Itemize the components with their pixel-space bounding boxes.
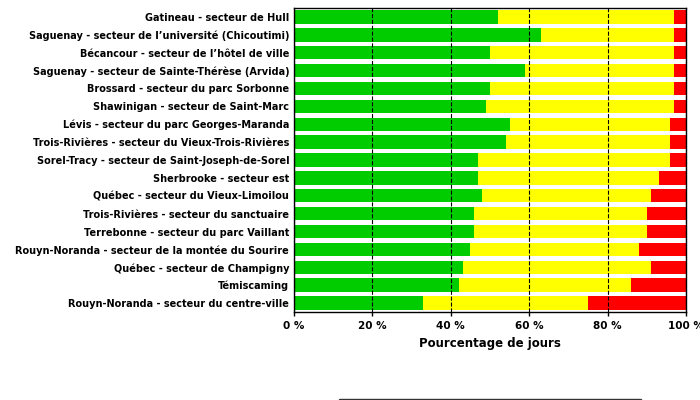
Bar (294, 100, 486, 113)
Bar (674, 28, 686, 42)
Bar (294, 207, 475, 220)
Bar (475, 207, 647, 220)
Bar (294, 153, 478, 167)
Bar (294, 10, 498, 24)
Bar (525, 64, 674, 77)
Bar (458, 278, 631, 292)
Bar (294, 278, 458, 292)
Bar (294, 260, 463, 274)
Bar (671, 136, 686, 149)
Bar (588, 296, 686, 310)
Bar (505, 136, 671, 149)
Bar (541, 28, 674, 42)
Bar (674, 100, 686, 113)
Bar (647, 207, 686, 220)
Bar (490, 46, 674, 60)
Bar (482, 189, 651, 202)
Bar (674, 64, 686, 77)
Bar (294, 296, 424, 310)
Bar (478, 171, 659, 184)
Bar (294, 46, 490, 60)
Bar (294, 243, 470, 256)
Legend: Bon, Acceptable, Mauvais: Bon, Acceptable, Mauvais (337, 399, 643, 400)
Bar (510, 118, 671, 131)
Bar (478, 153, 671, 167)
Bar (674, 82, 686, 95)
Bar (659, 171, 686, 184)
Bar (651, 260, 686, 274)
Bar (674, 46, 686, 60)
Bar (671, 118, 686, 131)
Bar (294, 118, 510, 131)
Bar (294, 64, 525, 77)
Bar (294, 225, 475, 238)
Bar (490, 82, 674, 95)
Bar (671, 153, 686, 167)
Bar (498, 10, 674, 24)
Bar (294, 171, 478, 184)
X-axis label: Pourcentage de jours: Pourcentage de jours (419, 336, 561, 350)
Bar (294, 82, 490, 95)
Bar (470, 243, 639, 256)
Bar (631, 278, 686, 292)
Bar (424, 296, 588, 310)
Bar (486, 100, 674, 113)
Bar (674, 10, 686, 24)
Bar (475, 225, 647, 238)
Bar (294, 189, 482, 202)
Bar (639, 243, 686, 256)
Bar (647, 225, 686, 238)
Bar (294, 136, 505, 149)
Bar (463, 260, 651, 274)
Bar (294, 28, 541, 42)
Bar (651, 189, 686, 202)
